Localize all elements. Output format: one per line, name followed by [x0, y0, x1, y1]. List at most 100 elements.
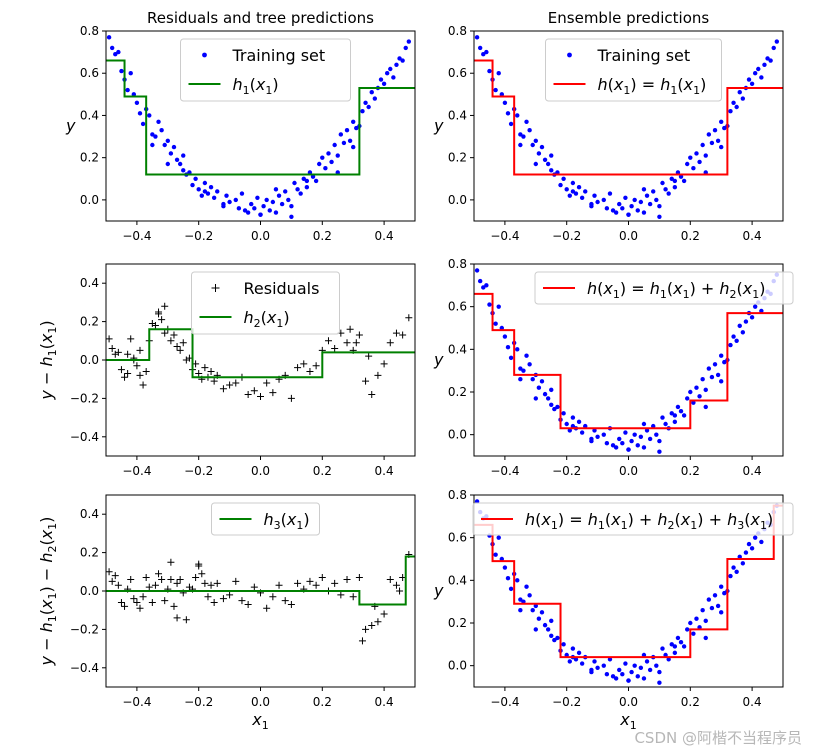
x-tick-label: 0.2: [681, 464, 700, 478]
y-tick-label: 0.0: [80, 193, 99, 207]
data-point: [700, 608, 705, 613]
legend: Training set h1(x1): [180, 38, 351, 102]
data-point: [320, 155, 325, 160]
data-point: [697, 394, 702, 399]
residual-point: [300, 360, 308, 368]
data-point: [561, 642, 566, 647]
residual-point: [337, 591, 345, 599]
data-point: [177, 161, 183, 167]
data-point: [552, 406, 557, 412]
prediction-line: [106, 328, 415, 379]
residual-point: [130, 595, 138, 603]
residual-point: [210, 599, 218, 607]
x-tick-label: −0.4: [122, 695, 151, 709]
data-point: [737, 323, 742, 329]
residual-point: [250, 583, 258, 591]
legend-marker-dot: [202, 52, 207, 58]
data-point: [388, 66, 393, 72]
data-point: [728, 342, 733, 348]
residual-point: [257, 392, 264, 400]
x-axis-label: x1: [619, 710, 636, 732]
data-point: [657, 669, 662, 675]
y-tick-label: 0.2: [448, 151, 467, 165]
data-point: [338, 132, 344, 137]
data-point: [660, 646, 665, 651]
x-tick-label: −0.2: [184, 695, 213, 709]
residual-point: [226, 591, 234, 599]
data-point: [752, 71, 758, 76]
data-point: [675, 170, 681, 175]
residual-point: [219, 595, 227, 603]
data-point: [403, 45, 408, 51]
legend-label: Training set: [232, 46, 326, 65]
data-point: [654, 197, 659, 203]
residual-point: [195, 560, 203, 568]
data-point: [759, 539, 764, 545]
residual-point: [155, 310, 163, 318]
y-tick-label: 0.0: [448, 193, 467, 207]
y-tick-label: 0.4: [448, 108, 467, 122]
panel-residuals-tree-2: −0.4 −0.2 0.0 0.2 0.4 −0.4 −0.2 0.0 0.2 0.4 y − h1…: [37, 263, 416, 478]
x-tick-label: 0.0: [251, 464, 270, 478]
legend: Training set h(x1) = h1(x1): [545, 38, 722, 102]
data-point: [252, 206, 257, 211]
residual-point: [392, 329, 400, 337]
data-point: [484, 283, 489, 288]
residual-point: [182, 356, 190, 364]
data-point: [307, 170, 313, 175]
data-point: [159, 128, 164, 133]
residual-point: [392, 581, 400, 589]
x-tick-label: −0.2: [552, 229, 581, 243]
residual-point: [355, 574, 363, 582]
x-tick-label: 0.0: [619, 229, 638, 243]
data-point: [629, 438, 634, 444]
y-tick-label: 0.0: [448, 659, 467, 673]
residual-point: [111, 350, 119, 358]
residual-point: [399, 331, 407, 339]
data-point: [635, 674, 640, 679]
data-point: [295, 187, 300, 192]
data-point: [131, 92, 137, 97]
residual-point: [142, 368, 150, 376]
residual-point: [167, 337, 175, 345]
residual-point: [396, 587, 404, 595]
data-point: [629, 204, 634, 209]
data-point: [752, 535, 758, 540]
data-point: [672, 419, 678, 425]
data-point: [749, 81, 755, 86]
residual-point: [343, 339, 351, 347]
data-point: [508, 355, 514, 361]
data-point: [515, 578, 520, 583]
data-point: [678, 174, 684, 179]
residual-point: [170, 331, 178, 339]
data-point: [208, 185, 214, 190]
data-point: [567, 659, 572, 664]
data-point: [304, 178, 310, 184]
data-point: [570, 180, 576, 186]
chart-title: Ensemble predictions: [548, 9, 710, 27]
data-point: [496, 304, 501, 309]
y-tick-label: 0.4: [448, 342, 467, 356]
y-axis-label: y: [433, 116, 444, 135]
y-axis-label: y: [433, 581, 444, 600]
data-point: [681, 413, 687, 418]
data-point: [545, 161, 551, 167]
data-point: [712, 128, 718, 133]
data-point: [261, 204, 266, 209]
data-point: [527, 593, 532, 598]
data-point: [351, 119, 356, 124]
data-point: [672, 185, 678, 190]
data-point: [150, 142, 155, 148]
data-point: [239, 191, 245, 196]
data-point: [109, 45, 115, 51]
data-point: [313, 178, 319, 184]
data-point: [335, 153, 340, 158]
data-point: [533, 603, 538, 609]
residual-point: [161, 597, 169, 605]
data-point: [323, 166, 328, 171]
data-point: [521, 599, 526, 604]
residual-point: [201, 364, 209, 372]
data-point: [258, 212, 263, 217]
data-point: [635, 443, 640, 448]
data-point: [249, 201, 254, 207]
